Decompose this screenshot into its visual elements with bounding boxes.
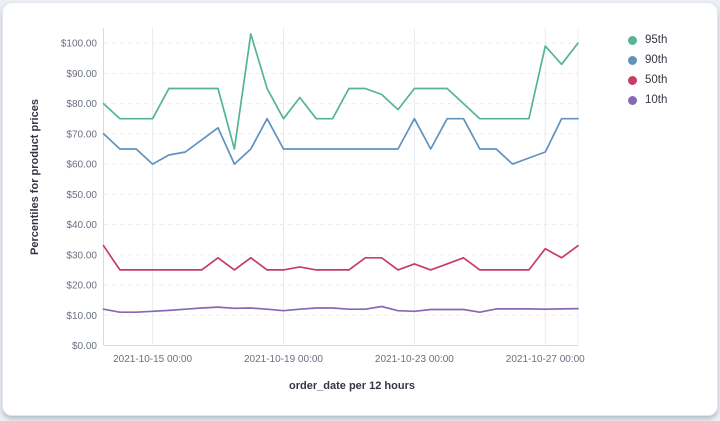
legend-dot-10th bbox=[628, 95, 637, 105]
series-line-95th bbox=[102, 33, 579, 150]
y-tick-label: $90.00 bbox=[66, 69, 97, 80]
chart-plot-area[interactable] bbox=[104, 28, 579, 346]
y-tick-label: $100.00 bbox=[61, 39, 98, 50]
legend-label-90th: 90th bbox=[645, 54, 668, 66]
legend-label-10th: 10th bbox=[645, 94, 668, 106]
legend-item-10th[interactable]: 10th bbox=[628, 90, 667, 110]
chart-panel bbox=[2, 2, 718, 416]
y-tick-label: $10.00 bbox=[66, 311, 97, 322]
series-line-10th bbox=[102, 305, 579, 314]
y-tick-label: $70.00 bbox=[66, 129, 97, 140]
x-tick-label: 2021-10-23 00:00 bbox=[375, 354, 454, 365]
legend-dot-95th bbox=[628, 35, 637, 45]
x-axis-title: order_date per 12 hours bbox=[289, 380, 415, 392]
legend-item-90th[interactable]: 90th bbox=[628, 50, 667, 70]
series-line-90th bbox=[102, 117, 579, 165]
legend-label-95th: 95th bbox=[645, 34, 668, 46]
legend-dot-50th bbox=[628, 75, 637, 85]
y-tick-label: $60.00 bbox=[66, 160, 97, 171]
y-tick-label: $30.00 bbox=[66, 250, 97, 261]
x-tick-label: 2021-10-27 00:00 bbox=[506, 354, 585, 365]
y-axis-title: Percentiles for product prices bbox=[29, 99, 41, 255]
y-tick-label: $0.00 bbox=[72, 341, 97, 352]
legend-dot-90th bbox=[628, 55, 637, 65]
x-tick-label: 2021-10-15 00:00 bbox=[113, 354, 192, 365]
legend-label-50th: 50th bbox=[645, 74, 668, 86]
y-tick-label: $80.00 bbox=[66, 99, 97, 110]
y-tick-label: $20.00 bbox=[66, 281, 97, 292]
legend: 95th 90th 50th 10th bbox=[628, 30, 667, 110]
y-tick-label: $40.00 bbox=[66, 220, 97, 231]
x-tick-label: 2021-10-19 00:00 bbox=[244, 354, 323, 365]
series-line-50th bbox=[102, 244, 579, 271]
legend-item-50th[interactable]: 50th bbox=[628, 70, 667, 90]
y-tick-label: $50.00 bbox=[66, 190, 97, 201]
legend-item-95th[interactable]: 95th bbox=[628, 30, 667, 50]
